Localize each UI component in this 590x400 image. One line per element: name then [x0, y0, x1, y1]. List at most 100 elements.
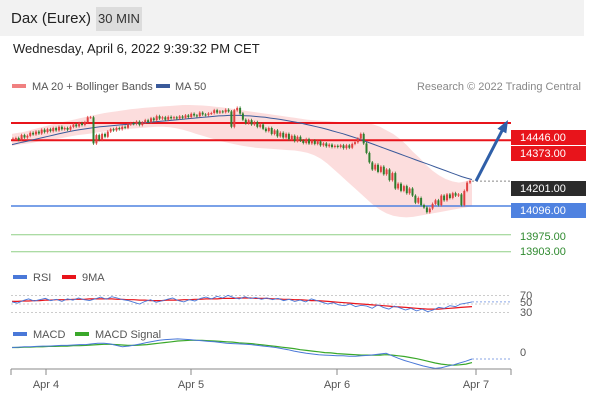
candle-body — [425, 207, 428, 213]
rsi-line — [11, 294, 473, 313]
candle-body — [89, 117, 92, 119]
candle-body — [293, 135, 296, 141]
macd-signal-legend-swatch — [75, 332, 89, 336]
candle-body — [270, 128, 273, 134]
candle-body — [356, 138, 359, 143]
bollinger-band — [12, 105, 472, 218]
rsi-legend: RSI 9MA — [13, 272, 105, 284]
ma50-legend-label: MA 50 — [175, 81, 206, 93]
header-bar: Dax (Eurex) 30 MIN — [0, 0, 584, 36]
candle-body — [201, 112, 204, 115]
rsi-panel — [11, 294, 511, 314]
rsi-tick-30: 30 — [520, 307, 532, 319]
candle-body — [299, 136, 302, 141]
candle-body — [319, 141, 322, 146]
candle-body — [454, 193, 457, 196]
candle-body — [221, 111, 224, 113]
candle-body — [443, 195, 446, 201]
timeframe-button[interactable]: 30 MIN — [96, 7, 142, 31]
ma20-legend-label: MA 20 + Bollinger Bands — [32, 81, 153, 93]
candle-body — [276, 130, 279, 137]
candle-body — [181, 116, 184, 118]
macd-signal-line — [12, 339, 473, 366]
candle-body — [193, 113, 196, 116]
candle-body — [46, 129, 49, 132]
candle-body — [351, 143, 354, 148]
candle-body — [58, 126, 60, 131]
candle-body — [26, 135, 29, 138]
candle-body — [147, 120, 150, 123]
datetime-label: Wednesday, April 6, 2022 9:39:32 PM CET — [13, 41, 260, 56]
candle-body — [60, 126, 63, 130]
candle-body — [55, 128, 58, 131]
candle-body — [109, 129, 112, 132]
candle-body — [224, 109, 227, 113]
candle-body — [331, 144, 333, 147]
candle-body — [14, 138, 17, 139]
candle-body — [187, 115, 190, 118]
candle-body — [210, 113, 213, 115]
candle-body — [371, 162, 374, 170]
ma50-legend-swatch — [156, 84, 170, 88]
candle-body — [37, 131, 40, 134]
candle-body — [12, 138, 14, 140]
macd-tick-0: 0 — [520, 347, 526, 359]
candle-body — [152, 118, 155, 121]
candle-body — [308, 139, 310, 144]
candle-body — [313, 140, 316, 144]
macd-legend: MACD MACD Signal — [13, 329, 161, 341]
rsi-ma-legend-swatch — [62, 275, 76, 279]
candle-body — [296, 136, 299, 142]
candle-body — [368, 152, 371, 163]
candle-body — [17, 138, 20, 140]
candle-body — [362, 133, 365, 144]
candle-body — [267, 128, 270, 132]
candle-body — [345, 145, 348, 149]
ma20-legend-swatch — [12, 84, 26, 88]
candle-body — [63, 128, 66, 130]
projection-arrow — [474, 122, 508, 182]
candle-body — [138, 121, 141, 125]
candle-body — [72, 124, 75, 127]
candle-body — [112, 129, 115, 131]
candle-body — [402, 186, 405, 191]
candle-body — [365, 143, 368, 153]
candle-body — [451, 193, 454, 198]
projection-arrowhead — [497, 120, 508, 134]
candle-body — [342, 145, 345, 149]
candle-body — [408, 188, 411, 194]
level-14201-label: 14201.00 — [520, 183, 566, 195]
x-tick-label-apr4: Apr 4 — [33, 379, 59, 391]
candle-body — [150, 118, 152, 123]
rsi-ma-legend-label: 9MA — [82, 272, 105, 284]
candle-body — [282, 132, 285, 138]
candle-body — [43, 129, 46, 133]
candle-body — [127, 124, 129, 128]
watermark: Research © 2022 Trading Central — [417, 81, 581, 93]
candle-body — [132, 123, 135, 125]
candle-body — [333, 145, 336, 147]
level-14373-badge — [511, 146, 586, 161]
candle-body — [325, 143, 328, 147]
candle-body — [227, 109, 230, 112]
candle-body — [32, 132, 35, 135]
candle-body — [121, 126, 124, 130]
candle-body — [135, 121, 138, 124]
candle-body — [397, 183, 400, 189]
x-tick-label-apr7: Apr 7 — [463, 379, 489, 391]
level-14446-label: 14446.00 — [520, 132, 566, 144]
candle-body — [173, 117, 175, 119]
macd-legend-swatch — [13, 332, 27, 336]
candle-body — [385, 169, 388, 175]
candle-body — [175, 117, 178, 119]
candle-body — [216, 110, 219, 113]
candle-body — [129, 123, 132, 125]
candle-body — [377, 164, 379, 172]
candle-body — [178, 116, 181, 119]
candle-body — [144, 120, 147, 123]
candle-body — [190, 113, 193, 118]
candle-body — [440, 195, 443, 206]
candle-body — [316, 141, 319, 144]
candle-body — [262, 124, 265, 129]
